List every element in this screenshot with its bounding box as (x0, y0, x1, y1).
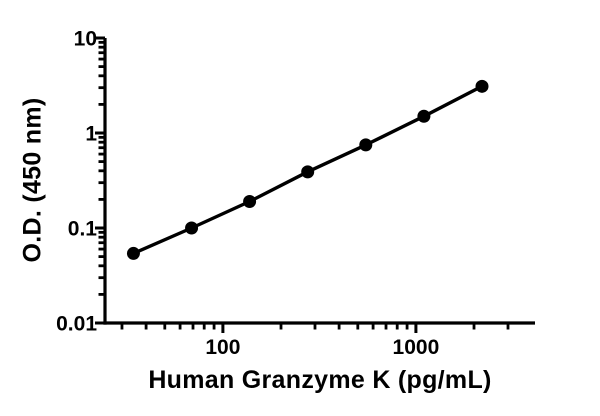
x-tick-label: 1000 (393, 336, 440, 359)
y-tick-label: 10 (74, 28, 97, 51)
y-axis-title: O.D. (450 nm) (18, 97, 47, 263)
x-axis-title: Human Granzyme K (pg/mL) (148, 366, 492, 394)
data-point-marker (126, 246, 140, 260)
data-point-marker (185, 221, 199, 235)
y-tick-label: 0.1 (68, 218, 98, 241)
data-point-marker (417, 109, 431, 123)
x-tick-label: 100 (205, 336, 240, 359)
data-point-marker (475, 79, 489, 93)
data-point-marker (301, 165, 315, 179)
data-point-marker (359, 138, 373, 152)
y-tick-label: 1 (85, 123, 97, 146)
data-point-marker (243, 195, 257, 209)
y-tick-label: 0.01 (56, 313, 97, 336)
